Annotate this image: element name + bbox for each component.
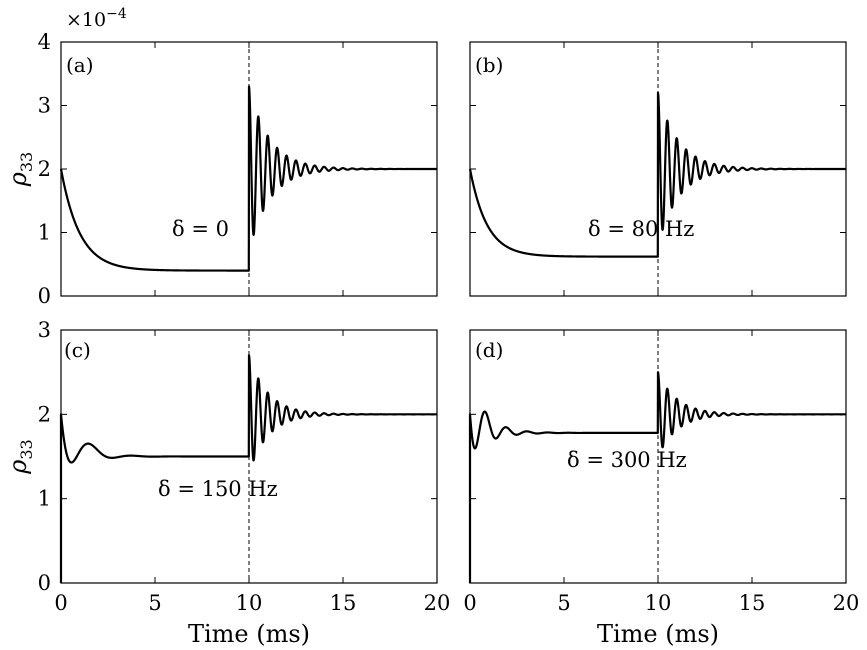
series-line-rho33 bbox=[468, 371, 847, 583]
y-axis-title-main: ρ bbox=[4, 172, 32, 187]
y-multiplier: ×10−4 bbox=[66, 6, 127, 31]
y-multiplier-exp: −4 bbox=[106, 6, 127, 22]
y-tick-label: 4 bbox=[38, 30, 51, 54]
series-line-rho33 bbox=[59, 354, 438, 583]
x-tick-label: 0 bbox=[463, 591, 476, 615]
detuning-annotation: δ = 0 bbox=[172, 217, 229, 241]
y-tick-label: 1 bbox=[38, 221, 51, 245]
x-tick-label: 20 bbox=[424, 591, 451, 615]
y-axis-title: ρ33 bbox=[4, 152, 36, 187]
x-axis-title: Time (ms) bbox=[188, 620, 310, 648]
x-tick-label: 10 bbox=[645, 591, 672, 615]
series-line-rho33 bbox=[59, 85, 438, 272]
panel-label: (b) bbox=[475, 53, 503, 77]
y-multiplier-base: ×10 bbox=[66, 9, 106, 31]
panel-d: 0 5 10 15 20 (d) δ = 300 Hz Time (ms) bbox=[463, 329, 860, 648]
x-axis-title: Time (ms) bbox=[597, 620, 719, 648]
x-tick-label: 0 bbox=[54, 591, 67, 615]
y-axis-title-main: ρ bbox=[4, 460, 32, 475]
detuning-annotation: δ = 80 Hz bbox=[588, 217, 694, 241]
x-tick-label: 20 bbox=[833, 591, 860, 615]
detuning-annotation: δ = 300 Hz bbox=[567, 448, 687, 472]
x-tick-label: 15 bbox=[330, 591, 357, 615]
y-axis-title-sub: 33 bbox=[17, 152, 36, 172]
panel-c: 0 5 10 15 20 0 1 2 3 (c) δ = 150 Hz ρ33 Time (ms) bbox=[4, 318, 450, 648]
y-tick-label: 2 bbox=[38, 157, 51, 181]
panel-label: (d) bbox=[475, 338, 503, 362]
detuning-annotation: δ = 150 Hz bbox=[158, 477, 278, 501]
y-tick-label: 0 bbox=[38, 284, 51, 308]
y-tick-label: 2 bbox=[38, 402, 51, 426]
x-tick-label: 15 bbox=[739, 591, 766, 615]
panel-b: (b) δ = 80 Hz bbox=[468, 41, 847, 297]
series-line-rho33 bbox=[468, 91, 847, 258]
y-tick-label: 3 bbox=[38, 94, 51, 118]
y-tick-label: 3 bbox=[38, 318, 51, 342]
x-tick-label: 5 bbox=[557, 591, 570, 615]
panel-label: (a) bbox=[66, 53, 94, 77]
panel-label: (c) bbox=[64, 338, 91, 362]
x-tick-label: 5 bbox=[148, 591, 161, 615]
panel-a: 0 1 2 3 4 (a) δ = 0 ρ33 bbox=[4, 30, 438, 308]
y-axis-title: ρ33 bbox=[4, 439, 36, 474]
y-tick-label: 1 bbox=[38, 487, 51, 511]
x-tick-label: 10 bbox=[236, 591, 263, 615]
y-axis-title-sub: 33 bbox=[17, 439, 36, 459]
y-tick-label: 0 bbox=[38, 571, 51, 595]
